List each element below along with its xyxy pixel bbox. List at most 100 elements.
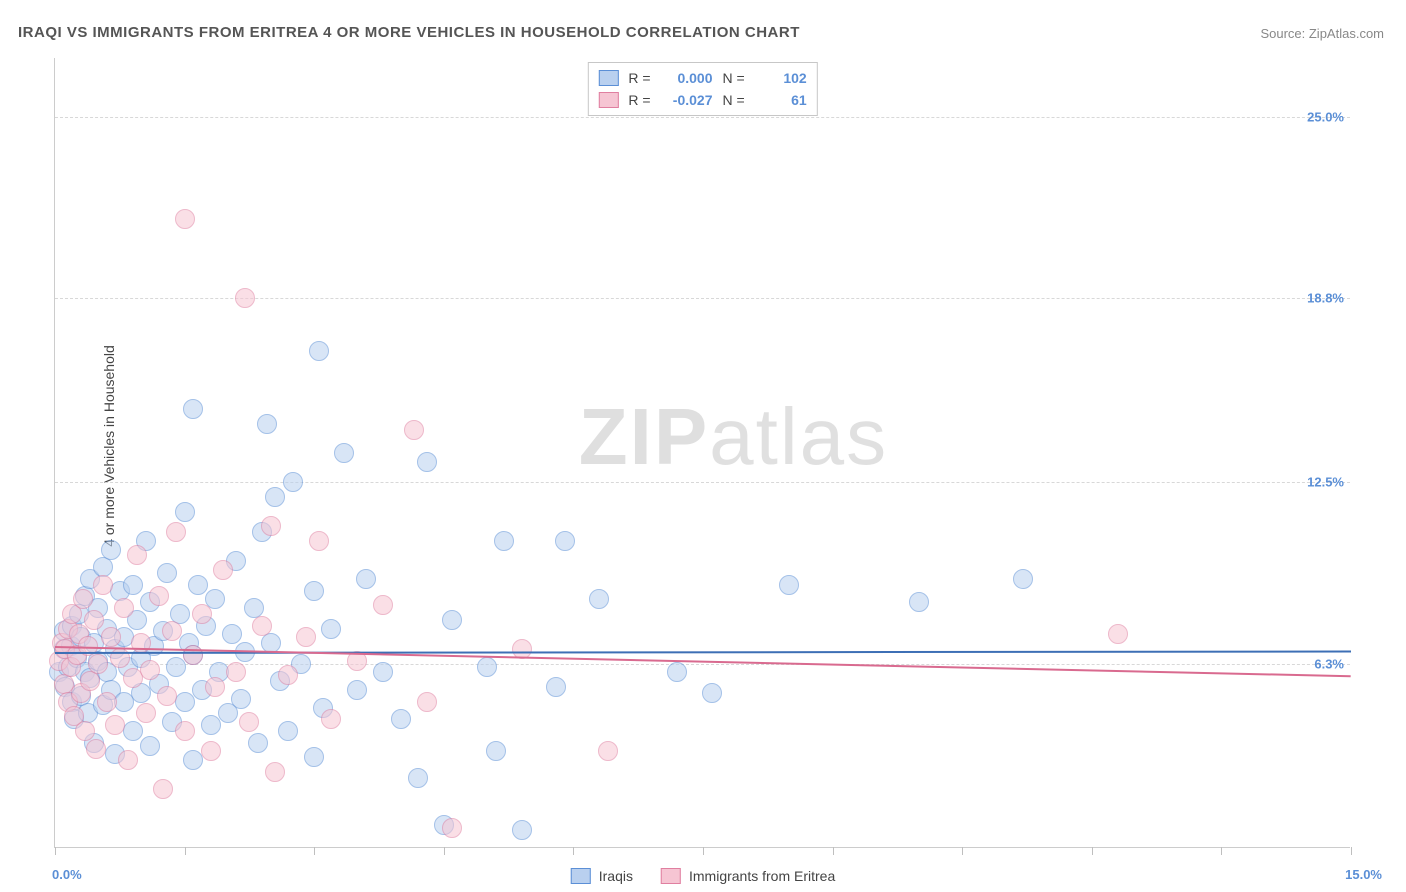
legend-stats-row: R = -0.027 N = 61 [598, 89, 806, 111]
watermark-thin: atlas [709, 392, 888, 481]
scatter-point [304, 581, 324, 601]
legend-label: Immigrants from Eritrea [689, 868, 835, 884]
legend-n-value: 102 [755, 67, 807, 89]
scatter-point [183, 399, 203, 419]
legend-stats-row: R = 0.000 N = 102 [598, 67, 806, 89]
scatter-point [213, 560, 233, 580]
x-tick [185, 847, 186, 855]
gridline [55, 117, 1350, 118]
chart-title: IRAQI VS IMMIGRANTS FROM ERITREA 4 OR MO… [18, 24, 800, 41]
scatter-point [101, 540, 121, 560]
legend-r-label: R = [628, 67, 650, 89]
scatter-point [334, 443, 354, 463]
x-axis-max-label: 15.0% [1345, 867, 1382, 882]
scatter-point [278, 721, 298, 741]
scatter-point [248, 733, 268, 753]
scatter-point [309, 341, 329, 361]
scatter-point [222, 624, 242, 644]
scatter-point [1013, 569, 1033, 589]
scatter-point [75, 721, 95, 741]
scatter-point [175, 209, 195, 229]
scatter-point [114, 598, 134, 618]
scatter-point [157, 686, 177, 706]
scatter-point [494, 531, 514, 551]
scatter-point [257, 414, 277, 434]
y-tick-label: 18.8% [1307, 290, 1344, 305]
x-axis-min-label: 0.0% [52, 867, 82, 882]
scatter-point [80, 671, 100, 691]
scatter-point [486, 741, 506, 761]
scatter-point [136, 703, 156, 723]
x-tick [833, 847, 834, 855]
scatter-point [408, 768, 428, 788]
scatter-point [321, 619, 341, 639]
scatter-point [162, 621, 182, 641]
scatter-point [88, 654, 108, 674]
scatter-point [309, 531, 329, 551]
legend-item: Iraqis [571, 868, 633, 884]
legend-r-value: -0.027 [661, 89, 713, 111]
scatter-point [84, 610, 104, 630]
scatter-point [131, 633, 151, 653]
scatter-point [123, 575, 143, 595]
scatter-point [909, 592, 929, 612]
scatter-point [86, 739, 106, 759]
watermark-bold: ZIP [579, 392, 709, 481]
scatter-point [283, 472, 303, 492]
scatter-point [175, 692, 195, 712]
scatter-point [321, 709, 341, 729]
scatter-point [166, 657, 186, 677]
legend-n-label: N = [723, 89, 745, 111]
scatter-point [1108, 624, 1128, 644]
scatter-point [149, 586, 169, 606]
scatter-point [127, 545, 147, 565]
scatter-point [153, 779, 173, 799]
scatter-point [404, 420, 424, 440]
scatter-point [118, 750, 138, 770]
scatter-point [105, 715, 125, 735]
scatter-point [779, 575, 799, 595]
scatter-point [589, 589, 609, 609]
x-tick [1221, 847, 1222, 855]
scatter-point [265, 762, 285, 782]
legend-swatch [598, 92, 618, 108]
x-tick [703, 847, 704, 855]
scatter-point [391, 709, 411, 729]
legend-stats-box: R = 0.000 N = 102 R = -0.027 N = 61 [587, 62, 817, 116]
scatter-point [252, 616, 272, 636]
scatter-point [261, 516, 281, 536]
source-label: Source: ZipAtlas.com [1260, 26, 1384, 41]
scatter-point [97, 692, 117, 712]
scatter-point [304, 747, 324, 767]
legend-n-value: 61 [755, 89, 807, 111]
legend-r-label: R = [628, 89, 650, 111]
scatter-point [175, 721, 195, 741]
scatter-point [296, 627, 316, 647]
scatter-point [175, 502, 195, 522]
scatter-point [546, 677, 566, 697]
legend-item: Immigrants from Eritrea [661, 868, 835, 884]
scatter-point [667, 662, 687, 682]
scatter-point [231, 689, 251, 709]
x-tick [962, 847, 963, 855]
scatter-point [442, 610, 462, 630]
scatter-point [598, 741, 618, 761]
legend-n-label: N = [723, 67, 745, 89]
watermark: ZIPatlas [579, 391, 888, 483]
scatter-point [512, 820, 532, 840]
scatter-point [93, 575, 113, 595]
y-tick-label: 6.3% [1314, 656, 1344, 671]
x-tick [573, 847, 574, 855]
scatter-point [73, 589, 93, 609]
x-tick [1092, 847, 1093, 855]
scatter-point [183, 645, 203, 665]
scatter-point [417, 692, 437, 712]
legend-swatch [571, 868, 591, 884]
legend-r-value: 0.000 [661, 67, 713, 89]
scatter-point [192, 604, 212, 624]
scatter-point [166, 522, 186, 542]
x-tick [444, 847, 445, 855]
scatter-point [239, 712, 259, 732]
scatter-point [347, 680, 367, 700]
scatter-point [373, 662, 393, 682]
